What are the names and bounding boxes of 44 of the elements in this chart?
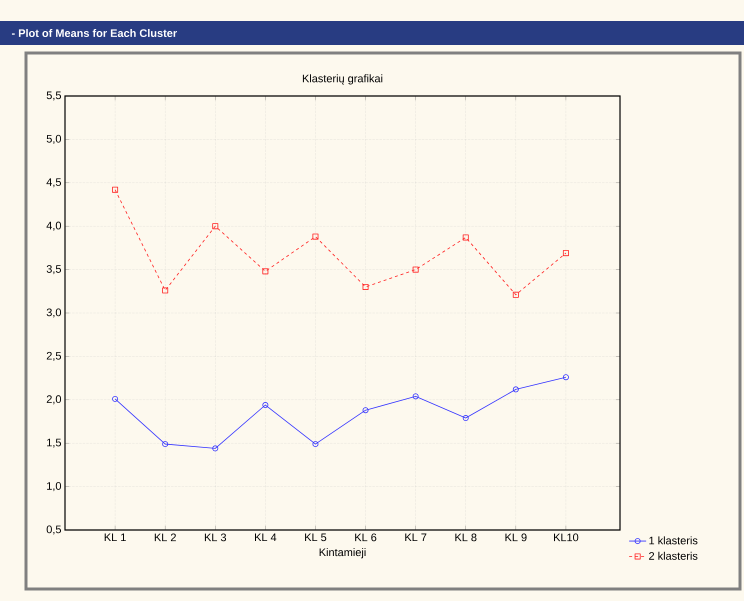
point bbox=[262, 402, 268, 408]
point bbox=[362, 407, 369, 414]
point bbox=[212, 445, 218, 452]
x-tick-label: KL 1 bbox=[104, 534, 126, 542]
legend-label: 2 klasteris bbox=[649, 552, 698, 560]
x-tick-label: KL 7 bbox=[405, 534, 426, 542]
x-tick-label: KL10 bbox=[554, 534, 578, 542]
x-tick-label: KL 9 bbox=[505, 534, 527, 542]
x-axis-title: Kintamieji bbox=[320, 548, 366, 558]
y-tick-label: 3,5 bbox=[46, 265, 62, 274]
point bbox=[162, 441, 168, 448]
x-tick-label: KL 6 bbox=[355, 534, 376, 542]
point bbox=[512, 292, 519, 298]
point bbox=[412, 393, 419, 400]
x-tick-label: KL 2 bbox=[154, 534, 176, 542]
y-tick-label: 0,5 bbox=[46, 525, 62, 535]
point bbox=[312, 441, 318, 448]
point bbox=[312, 234, 318, 240]
y-tick-label: 3,0 bbox=[46, 308, 62, 318]
point bbox=[562, 250, 569, 256]
y-tick-label: 5,0 bbox=[46, 134, 62, 144]
point bbox=[162, 287, 168, 294]
y-tick-label: 2,5 bbox=[46, 352, 62, 361]
point bbox=[112, 186, 118, 193]
y-tick-label: 4,5 bbox=[46, 178, 62, 188]
y-tick-label: 1,0 bbox=[47, 482, 62, 492]
point bbox=[462, 234, 469, 240]
point bbox=[362, 284, 369, 290]
text: - Plot of Means for Each Cluster bbox=[12, 28, 177, 38]
x-tick-label: KL 5 bbox=[305, 534, 326, 542]
point bbox=[262, 268, 268, 274]
x-tick-label: KL 3 bbox=[204, 534, 226, 542]
point bbox=[512, 386, 519, 392]
legend-label: 1 klasteris bbox=[649, 536, 698, 544]
chart-title: Klasterių grafikai bbox=[302, 74, 382, 85]
point bbox=[462, 415, 469, 422]
x-tick-label: KL 8 bbox=[455, 534, 477, 542]
y-tick-label: 1,5 bbox=[47, 438, 62, 448]
point bbox=[212, 223, 218, 230]
y-tick-label: 2,0 bbox=[46, 395, 62, 404]
x-tick-label: KL 4 bbox=[255, 534, 276, 542]
point bbox=[412, 266, 419, 273]
y-tick-label: 4,0 bbox=[46, 222, 62, 231]
y-tick-label: 5,5 bbox=[46, 92, 62, 100]
